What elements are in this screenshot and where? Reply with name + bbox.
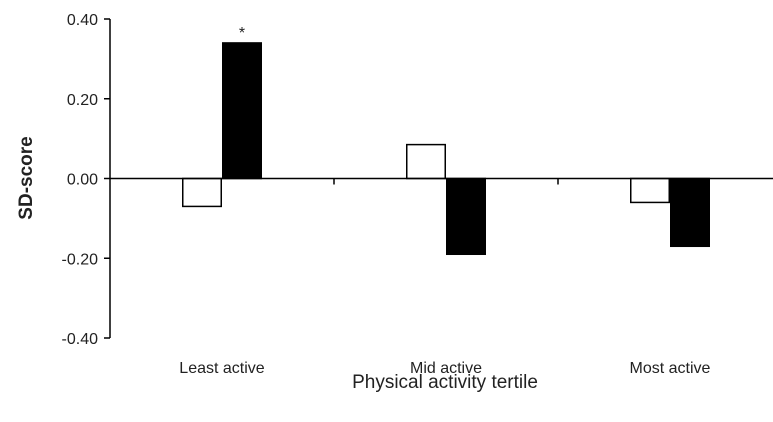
y-tick-label: -0.20 [62,251,99,268]
bar-least-active-series-1 [182,177,222,208]
x-tick-label: Most active [630,360,711,377]
significance-marker: * [239,25,245,42]
x-tick-label: Least active [179,360,264,377]
labels-layer: 0.40 0.20 0.00 -0.20 -0.40 Least active Mid ac… [62,12,711,377]
bar-mid-active-series-2 [446,177,486,256]
bar-least-active-series-2 [222,42,262,180]
axes-layer [104,18,773,339]
bars-layer [182,42,710,256]
bar-most-active-series-2 [670,177,710,248]
x-axis-title: Physical activity tertile [352,372,538,393]
x-tick-label: Mid active [410,360,482,377]
y-tick-label: 0.40 [67,12,98,29]
y-axis-title: SD-score [16,136,37,219]
bar-most-active-series-1 [630,177,670,204]
bar-mid-active-series-1 [406,143,446,180]
y-tick-label: 0.00 [67,172,98,189]
y-tick-label: 0.20 [67,92,98,109]
y-tick-label: -0.40 [62,331,99,348]
